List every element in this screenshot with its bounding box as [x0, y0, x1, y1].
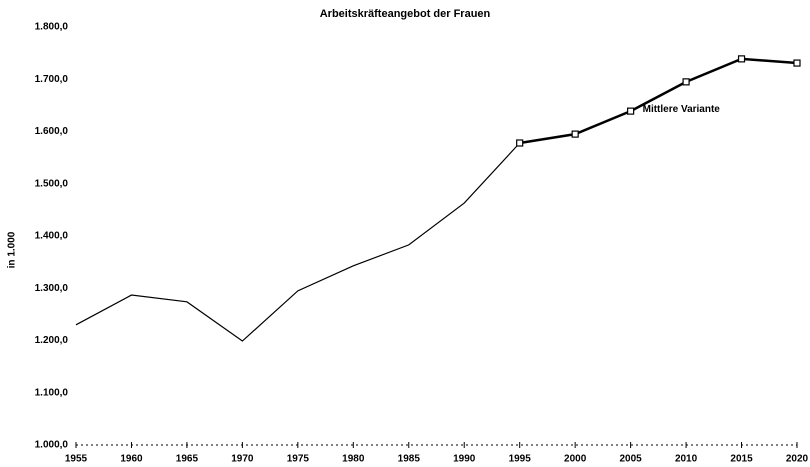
- x-tick-label: 1955: [65, 454, 88, 465]
- y-tick-label: 1.600,0: [35, 126, 69, 137]
- marker: [516, 139, 524, 147]
- x-tick-label: 1995: [509, 454, 532, 465]
- marker: [793, 59, 801, 67]
- x-tick-label: 1960: [120, 454, 143, 465]
- x-tick-label: 1990: [453, 454, 476, 465]
- x-tick-label: 2005: [619, 454, 642, 465]
- x-tick-label: 1985: [398, 454, 421, 465]
- x-tick-label: 2000: [564, 454, 587, 465]
- x-tick-label: 1980: [342, 454, 365, 465]
- series-label: Mittlere Variante: [643, 104, 721, 115]
- x-tick-label: 2020: [786, 454, 809, 465]
- marker: [682, 78, 690, 86]
- x-tick-label: 1975: [287, 454, 310, 465]
- x-tick-label: 1970: [231, 454, 254, 465]
- marker: [571, 130, 579, 138]
- y-tick-label: 1.400,0: [35, 231, 69, 242]
- chart-title: Arbeitskräfteangebot der Frauen: [320, 8, 491, 20]
- y-axis-title: in 1.000: [7, 231, 18, 268]
- y-tick-label: 1.000,0: [35, 440, 69, 451]
- y-tick-label: 1.800,0: [35, 22, 69, 33]
- marker: [627, 107, 635, 115]
- y-tick-label: 1.700,0: [35, 74, 69, 85]
- line: [519, 57, 798, 145]
- y-tick-label: 1.500,0: [35, 178, 69, 189]
- x-tick-label: 2010: [675, 454, 698, 465]
- y-tick-label: 1.100,0: [35, 387, 69, 398]
- x-tick-label: 2015: [730, 454, 753, 465]
- line: [75, 142, 521, 342]
- marker: [737, 55, 746, 63]
- x-tick-label: 1965: [176, 454, 199, 465]
- y-tick-label: 1.300,0: [35, 283, 69, 294]
- y-tick-label: 1.200,0: [35, 335, 69, 346]
